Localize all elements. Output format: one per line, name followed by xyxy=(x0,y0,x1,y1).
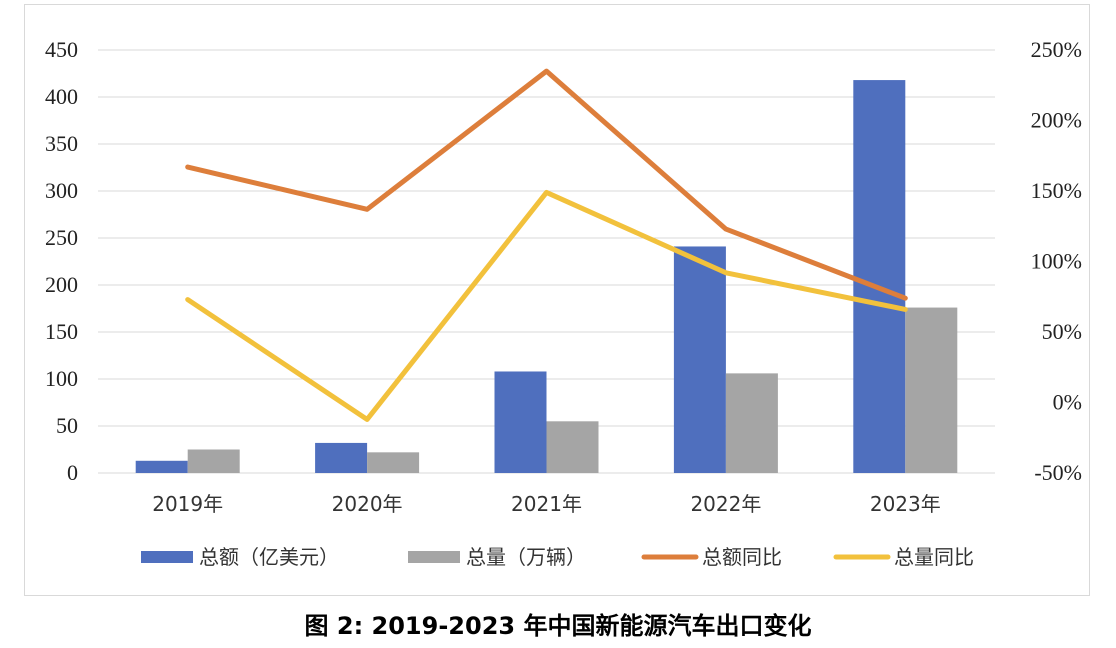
category-tick-label: 2021年 xyxy=(511,492,582,516)
legend: 总额（亿美元） 总量（万辆） 总额同比 总量同比 xyxy=(141,545,974,569)
right-axis-tick-label: 100% xyxy=(1031,249,1082,274)
line-series xyxy=(185,68,908,422)
bar xyxy=(367,452,420,473)
figure-caption: 图 2: 2019-2023 年中国新能源汽车出口变化 xyxy=(304,612,812,640)
chart-frame xyxy=(24,4,1090,596)
bar xyxy=(135,460,188,473)
series-line xyxy=(185,68,908,301)
category-tick-label: 2019年 xyxy=(152,492,223,516)
category-tick-label: 2023年 xyxy=(870,492,941,516)
legend-label: 总额同比 xyxy=(702,545,782,569)
right-axis-tick-label: 50% xyxy=(1042,319,1082,344)
left-axis-tick-label: 150 xyxy=(45,319,78,344)
left-axis-tick-label: 450 xyxy=(45,37,78,62)
left-axis-tick-label: 0 xyxy=(67,460,78,485)
legend-label: 总量（万辆） xyxy=(466,545,586,569)
right-axis-tick-label: 200% xyxy=(1031,108,1082,133)
category-tick-label: 2020年 xyxy=(332,492,403,516)
category-ticks: 2019年 2020年 2021年 2022年 2023年 xyxy=(152,492,941,516)
category-tick-label: 2022年 xyxy=(690,492,761,516)
legend-label: 总额（亿美元） xyxy=(199,545,339,569)
bar xyxy=(187,449,240,473)
bar xyxy=(673,246,726,473)
left-axis-tick-label: 250 xyxy=(45,225,78,250)
left-axis-tick-label: 200 xyxy=(45,272,78,297)
legend-swatch xyxy=(408,551,460,563)
right-axis-tick-label: 150% xyxy=(1031,178,1082,203)
bar xyxy=(725,373,778,473)
bar xyxy=(494,371,547,473)
right-axis-tick-label: -50% xyxy=(1034,460,1082,485)
series-line xyxy=(185,189,908,422)
left-axis-tick-label: 100 xyxy=(45,366,78,391)
gridlines xyxy=(98,49,995,474)
bar-series xyxy=(135,80,958,473)
left-axis-tick-label: 350 xyxy=(45,131,78,156)
left-axis-tick-label: 300 xyxy=(45,178,78,203)
legend-label: 总量同比 xyxy=(894,545,974,569)
right-axis-tick-label: 250% xyxy=(1031,37,1082,62)
left-axis-ticks: 0 50 100 150 200 250 300 350 400 450 xyxy=(45,37,78,485)
right-axis-tick-label: 0% xyxy=(1053,390,1082,415)
right-axis-ticks: -50% 0% 50% 100% 150% 200% 250% xyxy=(1031,37,1082,485)
left-axis-tick-label: 50 xyxy=(56,413,78,438)
legend-swatch xyxy=(141,551,193,563)
bar xyxy=(546,421,599,473)
bar xyxy=(315,442,368,473)
left-axis-tick-label: 400 xyxy=(45,84,78,109)
bar xyxy=(853,80,906,473)
bar xyxy=(905,307,958,473)
